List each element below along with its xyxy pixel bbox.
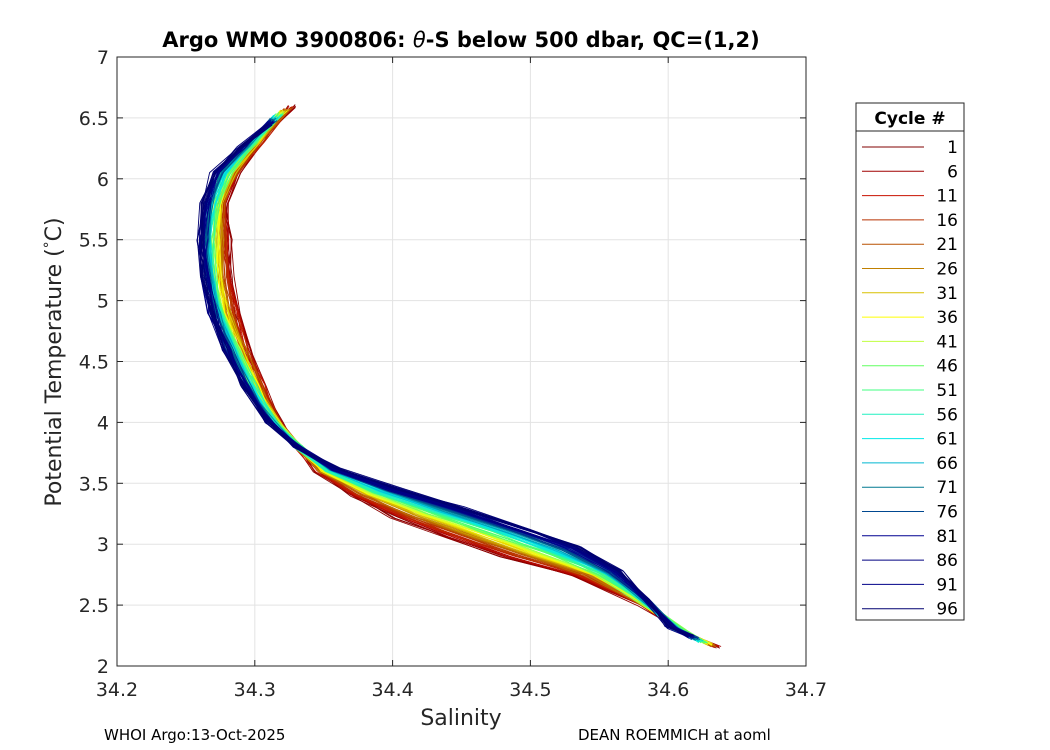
y-axis-title-suffix: C) xyxy=(42,217,67,241)
legend-label: 76 xyxy=(936,503,958,523)
y-tick-label: 3.5 xyxy=(79,473,109,495)
legend-label: 31 xyxy=(936,284,958,304)
profile-line xyxy=(201,124,689,637)
legend-title: Cycle # xyxy=(874,109,945,129)
y-tick-label: 5.5 xyxy=(79,230,109,252)
y-tick-label: 3 xyxy=(97,534,109,556)
chart-title: Argo WMO 3900806: θ-S below 500 dbar, QC… xyxy=(162,28,759,52)
legend-label: 11 xyxy=(936,187,958,207)
legend-label: 66 xyxy=(936,454,958,474)
y-axis-title-degree: ° xyxy=(42,241,58,248)
x-tick-labels: 34.2 34.3 34.4 34.5 34.6 34.7 xyxy=(96,679,827,701)
chart-title-suffix: -S below 500 dbar, QC=(1,2) xyxy=(426,28,760,52)
legend-label: 71 xyxy=(936,478,958,498)
y-tick-label: 6 xyxy=(97,169,109,191)
profile-lines xyxy=(196,104,722,649)
profile-line xyxy=(200,123,690,636)
x-tick-label: 34.2 xyxy=(96,679,138,701)
legend-label: 26 xyxy=(936,260,958,280)
x-axis-title: Salinity xyxy=(420,706,501,731)
x-tick-label: 34.6 xyxy=(647,679,689,701)
axis-ticks xyxy=(116,56,807,667)
x-tick-label: 34.3 xyxy=(234,679,276,701)
legend-label: 61 xyxy=(936,430,958,450)
profile-line xyxy=(212,110,705,645)
legend-label: 51 xyxy=(936,381,958,401)
x-tick-label: 34.4 xyxy=(371,679,413,701)
legend-label: 1 xyxy=(947,138,958,158)
chart-title-prefix: Argo WMO 3900806: xyxy=(162,28,413,52)
legend-label: 16 xyxy=(936,211,958,231)
y-tick-label: 2.5 xyxy=(79,595,109,617)
legend-label: 91 xyxy=(936,575,958,595)
legend-label: 56 xyxy=(936,405,958,425)
x-tick-label: 34.7 xyxy=(785,679,827,701)
x-tick-label: 34.5 xyxy=(509,679,551,701)
y-tick-label: 5 xyxy=(97,291,109,313)
y-tick-label: 4.5 xyxy=(79,352,109,374)
legend-label: 81 xyxy=(936,527,958,547)
y-tick-label: 2 xyxy=(97,656,109,678)
y-tick-labels: 2 2.5 3 3.5 4 4.5 5 5.5 6 6.5 7 xyxy=(79,47,109,678)
legend-label: 36 xyxy=(936,308,958,328)
legend: Cycle # 16111621263136414651566166717681… xyxy=(855,102,965,621)
legend-label: 21 xyxy=(936,235,958,255)
chart-title-theta: θ xyxy=(413,28,426,52)
y-tick-label: 4 xyxy=(97,412,109,434)
legend-box xyxy=(855,102,965,621)
y-tick-label: 6.5 xyxy=(79,108,109,130)
y-tick-label: 7 xyxy=(97,47,109,69)
y-axis-title: Potential Temperature (°C) xyxy=(42,217,67,506)
legend-label: 41 xyxy=(936,332,958,352)
legend-label: 6 xyxy=(947,162,958,182)
legend-label: 46 xyxy=(936,357,958,377)
footer-left-text: WHOI Argo:13-Oct-2025 xyxy=(104,726,285,744)
footer-right-text: DEAN ROEMMICH at aoml xyxy=(578,726,771,744)
legend-label: 96 xyxy=(936,600,958,620)
legend-label: 86 xyxy=(936,551,958,571)
y-axis-title-prefix: Potential Temperature ( xyxy=(42,248,67,506)
